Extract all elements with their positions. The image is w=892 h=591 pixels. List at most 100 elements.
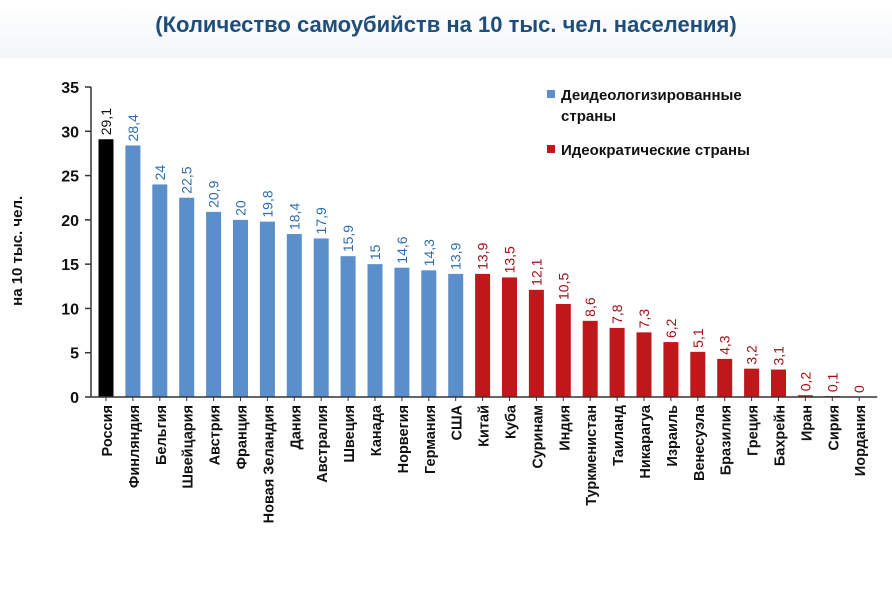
legend: Деидеологизированные страны Идеократически… — [547, 87, 750, 159]
bar — [771, 369, 786, 397]
bar — [744, 368, 760, 397]
x-tick-label: Австрия — [208, 405, 224, 465]
x-tick-label: Греция — [746, 405, 762, 456]
x-axis: Россия Финляндия Бельгия Швейцария Австрия Фр… — [91, 396, 878, 523]
bar — [555, 304, 571, 397]
x-tick-label: Канада — [369, 404, 385, 456]
bar — [717, 358, 733, 397]
value-label: 0 — [851, 385, 867, 393]
x-tick-label: Швейцария — [181, 405, 197, 489]
value-label: 0,2 — [797, 372, 813, 392]
x-tick-label: Куба — [504, 404, 520, 439]
value-label: 29,1 — [98, 108, 114, 135]
x-tick-label: Финляндия — [127, 405, 143, 488]
x-tick-label: Бразилия — [719, 405, 735, 475]
y-tick-label: 25 — [61, 169, 79, 186]
x-tick-label: Франция — [235, 405, 251, 469]
value-label: 3,2 — [744, 345, 760, 365]
value-label: 15,9 — [340, 225, 356, 252]
x-tick-label: Сирия — [826, 405, 842, 451]
value-label: 18,4 — [286, 203, 302, 230]
bar — [797, 395, 813, 397]
bar — [475, 273, 491, 397]
value-label: 14,3 — [421, 239, 437, 266]
bar — [609, 327, 625, 397]
bar — [259, 221, 275, 397]
value-label: 4,3 — [717, 335, 733, 355]
x-tick-label: Израиль — [665, 405, 681, 467]
bars — [98, 139, 840, 398]
x-tick-label: Норвегия — [396, 405, 412, 473]
y-tick-label: 20 — [61, 213, 79, 230]
value-label: 20,9 — [206, 180, 222, 207]
value-label: 10,5 — [555, 273, 571, 300]
value-label: 5,1 — [690, 328, 706, 348]
bar — [98, 139, 114, 398]
value-label: 13,5 — [502, 246, 518, 273]
x-tick-label: Суринам — [530, 405, 546, 469]
title-band — [0, 0, 892, 58]
x-tick-label: Швеция — [342, 405, 358, 463]
value-label: 12,1 — [528, 258, 544, 285]
value-label: 7,8 — [609, 304, 625, 324]
x-tick-label: Венесуэла — [692, 404, 708, 481]
x-tick-label: Иран — [799, 405, 815, 441]
y-axis-title: на 10 тыс. чел. — [9, 196, 26, 306]
value-label: 13,9 — [475, 242, 491, 269]
bar — [582, 320, 598, 397]
value-label: 8,6 — [582, 297, 598, 317]
bar — [636, 332, 652, 397]
legend-label: Деидеологизированные — [561, 87, 742, 104]
value-label: 15 — [367, 244, 383, 260]
value-label: 24 — [152, 165, 168, 181]
x-tick-label: Германия — [423, 405, 439, 474]
x-tick-label: Россия — [100, 405, 116, 456]
x-tick-label: Дания — [288, 405, 304, 450]
value-label: 3,1 — [771, 346, 787, 366]
legend-label: страны — [561, 108, 616, 125]
bar — [286, 234, 302, 397]
x-tick-label: Австралия — [315, 405, 331, 483]
x-tick-label: Индия — [557, 405, 573, 451]
bar — [367, 264, 383, 397]
x-tick-label: Бельгия — [154, 405, 170, 465]
bar — [690, 351, 706, 397]
bar — [206, 211, 222, 397]
x-tick-label: США — [450, 404, 466, 440]
bar — [421, 270, 437, 397]
y-tick-label: 5 — [70, 346, 79, 363]
x-tick-label: Иордания — [853, 405, 869, 476]
y-axis: 0 5 10 15 20 25 30 35 на 10 тыс. чел. — [9, 80, 92, 407]
bar — [663, 342, 679, 397]
bar — [502, 277, 517, 397]
bar — [448, 273, 464, 397]
bar — [313, 238, 329, 397]
value-labels: 29,1 28,4 24 22,5 20,9 20 19,8 18,4 17,9 15,9 15 14… — [98, 108, 867, 393]
y-tick-label: 30 — [61, 124, 79, 141]
value-label: 28,4 — [125, 114, 141, 141]
value-label: 20 — [233, 200, 249, 216]
value-label: 14,6 — [394, 236, 410, 263]
bar — [528, 289, 544, 397]
y-tick-label: 15 — [61, 257, 79, 274]
value-label: 19,8 — [259, 190, 275, 217]
value-label: 13,9 — [448, 242, 464, 269]
value-label: 22,5 — [179, 166, 195, 193]
y-tick-label: 10 — [61, 301, 79, 318]
value-label: 17,9 — [313, 207, 329, 234]
x-tick-label: Новая Зеландия — [261, 405, 277, 523]
x-tick-label: Бахрейн — [773, 405, 789, 466]
bar — [152, 184, 168, 397]
bar — [340, 256, 356, 397]
x-tick-label: Никарагуа — [638, 404, 654, 479]
y-tick-label: 35 — [61, 80, 79, 97]
y-tick-label: 0 — [70, 390, 79, 407]
legend-label: Идеократические страны — [561, 142, 750, 159]
legend-swatch — [547, 145, 555, 153]
chart-title: (Количество самоубийств на 10 тыс. чел. … — [155, 12, 737, 37]
x-tick-label: Таиланд — [611, 405, 627, 466]
value-label: 0,1 — [824, 372, 840, 392]
value-label: 7,3 — [636, 309, 652, 329]
legend-swatch — [547, 90, 555, 98]
